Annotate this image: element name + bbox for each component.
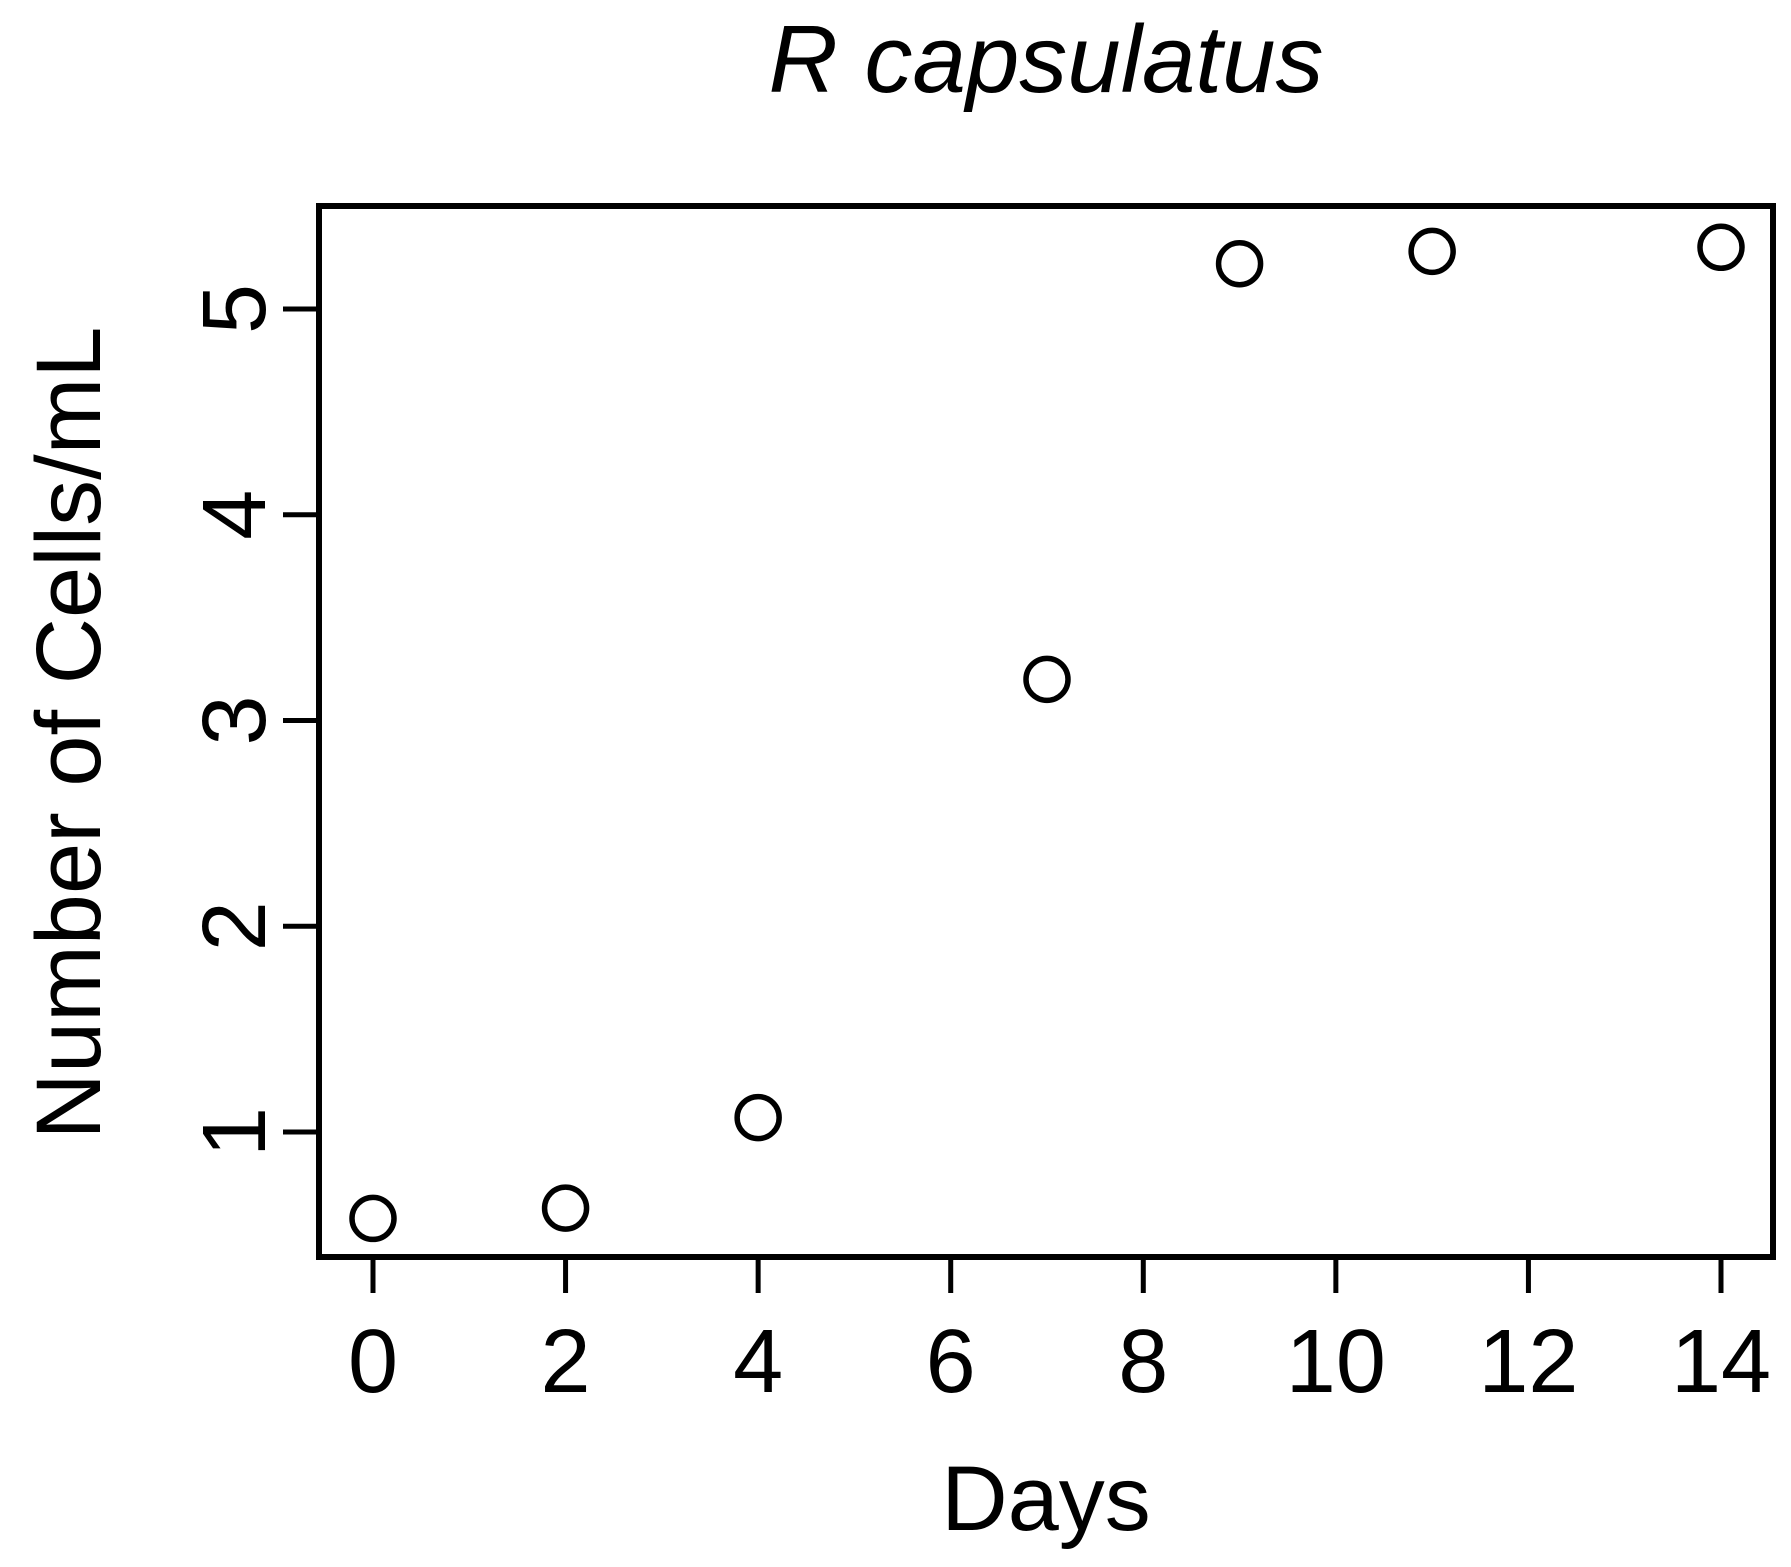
y-tick-label: 3 <box>185 695 285 745</box>
x-axis-ticks: 0 2 4 6 8 10 12 14 <box>348 1257 1771 1412</box>
chart-title: R capsulatus <box>769 6 1324 113</box>
data-point-marker <box>1023 655 1071 704</box>
x-tick-label: 0 <box>348 1312 398 1412</box>
x-tick-label: 10 <box>1286 1312 1386 1412</box>
y-tick-label: 4 <box>185 490 285 540</box>
plot-area-border <box>316 203 1776 1260</box>
y-tick-label: 1 <box>185 1107 285 1157</box>
data-points <box>349 223 1745 1243</box>
data-point-marker <box>541 1184 590 1232</box>
x-tick-label: 8 <box>1118 1312 1168 1412</box>
x-tick-label: 12 <box>1478 1312 1578 1412</box>
y-tick-label: 2 <box>185 901 285 951</box>
x-axis-label: Days <box>941 1448 1151 1550</box>
x-tick-label: 4 <box>733 1312 783 1412</box>
data-point-marker <box>1697 223 1745 272</box>
x-tick-label: 6 <box>926 1312 976 1412</box>
y-axis-ticks: 1 2 3 4 5 <box>185 284 319 1157</box>
x-tick-label: 14 <box>1671 1312 1771 1412</box>
data-point-marker <box>1408 227 1456 276</box>
data-point-marker <box>349 1194 397 1243</box>
y-axis-label: Number of Cells/mL <box>18 327 120 1140</box>
x-tick-label: 2 <box>541 1312 591 1412</box>
y-tick-label: 5 <box>185 284 285 334</box>
data-point-marker <box>1215 239 1264 288</box>
data-point-marker <box>734 1093 782 1142</box>
